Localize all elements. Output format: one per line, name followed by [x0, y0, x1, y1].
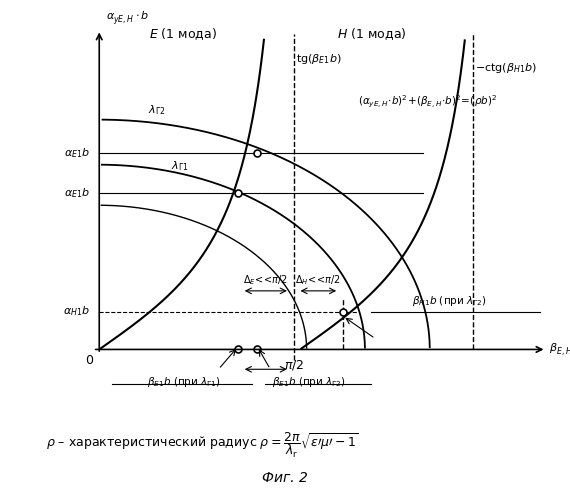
Text: $\alpha_{E1}b$: $\alpha_{E1}b$	[64, 146, 90, 160]
Text: $H\ (1\ \mathrm{мода})$: $H\ (1\ \mathrm{мода})$	[337, 26, 406, 42]
Text: $\Delta_H\!<\!\!<\!\pi/2$: $\Delta_H\!<\!\!<\!\pi/2$	[295, 274, 341, 287]
Text: $\alpha_{E1}b$: $\alpha_{E1}b$	[64, 186, 90, 200]
Text: $\pi/2$: $\pi/2$	[284, 358, 304, 372]
Text: $E\ (1\ \mathrm{мода})$: $E\ (1\ \mathrm{мода})$	[149, 26, 218, 42]
Text: $\beta_{E,H}^{\,}\cdot b$: $\beta_{E,H}^{\,}\cdot b$	[549, 342, 570, 357]
Text: $\alpha_{yE,H}^{\,}\cdot b$: $\alpha_{yE,H}^{\,}\cdot b$	[105, 9, 149, 27]
Text: $\beta_{E1}b\ (\mathrm{при}\ \lambda_{\Gamma 2})$: $\beta_{E1}b\ (\mathrm{при}\ \lambda_{\G…	[272, 374, 346, 388]
Text: $\alpha_{H1}b$: $\alpha_{H1}b$	[63, 304, 90, 318]
Text: $\lambda_{\Gamma 1}$: $\lambda_{\Gamma 1}$	[170, 159, 188, 173]
Text: $\beta_{E1}b\ (\mathrm{при}\ \lambda_{\Gamma 1})$: $\beta_{E1}b\ (\mathrm{при}\ \lambda_{\G…	[146, 374, 221, 388]
Text: $(\alpha_{yE,H}\!\cdot\! b)^2\!+\!(\beta_{E,H}\!\cdot\! b)^2\!=\!(\rho b)^2$: $(\alpha_{yE,H}\!\cdot\! b)^2\!+\!(\beta…	[359, 94, 498, 110]
Text: $\beta_{H1}b\ (\mathrm{при}\ \lambda_{\Gamma 2})$: $\beta_{H1}b\ (\mathrm{при}\ \lambda_{\G…	[412, 294, 487, 308]
Text: Фиг. 2: Фиг. 2	[262, 470, 308, 484]
Text: $-\mathrm{ctg}(\beta_{H1}b)$: $-\mathrm{ctg}(\beta_{H1}b)$	[475, 61, 537, 75]
Text: $\rho$ – характеристический радиус $\rho = \dfrac{2\pi}{\lambda_\mathrm{r}}\sqrt: $\rho$ – характеристический радиус $\rho…	[46, 430, 359, 460]
Text: 0: 0	[85, 354, 93, 367]
Text: $\mathrm{tg}(\beta_{E1}b)$: $\mathrm{tg}(\beta_{E1}b)$	[296, 52, 342, 66]
Text: $\Delta_E\!<\!\!<\!\pi/2$: $\Delta_E\!<\!\!<\!\pi/2$	[243, 274, 288, 287]
Text: $\lambda_{\Gamma 2}$: $\lambda_{\Gamma 2}$	[149, 104, 166, 117]
